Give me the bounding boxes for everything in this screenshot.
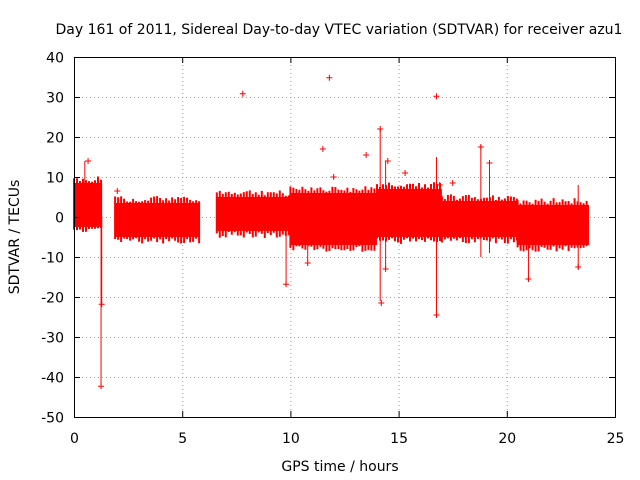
- data-point: [486, 160, 493, 166]
- data-point: [378, 300, 385, 306]
- data-point: [382, 266, 389, 272]
- data-point: [363, 152, 370, 158]
- data-point: [433, 93, 440, 100]
- data-band-edge: [376, 182, 441, 244]
- data-points: [85, 74, 582, 390]
- data-point: [215, 224, 222, 230]
- x-axis-label: GPS time / hours: [281, 459, 398, 475]
- x-tick-labels: 0 5 10 15 20 25: [70, 431, 624, 447]
- y-tick-label: -20: [41, 291, 64, 307]
- data-band-edge: [440, 194, 518, 244]
- y-tick-label: -40: [41, 371, 64, 387]
- y-tick-label: 30: [46, 91, 64, 107]
- y-axis-label: SDTVAR / TECUs: [7, 180, 23, 295]
- x-tick-label: 5: [178, 431, 187, 447]
- data-point: [98, 383, 105, 390]
- data-bands: [73, 176, 590, 252]
- data-point: [525, 276, 532, 282]
- data-point: [377, 126, 384, 132]
- data-point: [402, 170, 409, 176]
- data-point: [575, 264, 582, 270]
- x-tick-label: 0: [70, 431, 79, 447]
- data-point: [436, 182, 443, 188]
- axis-ticks: [74, 57, 616, 418]
- data-point: [477, 144, 484, 150]
- x-tick-label: 10: [282, 431, 300, 447]
- y-tick-label: 10: [46, 171, 64, 187]
- data-point: [98, 301, 105, 308]
- data-point: [326, 74, 333, 81]
- y-tick-label: -50: [41, 411, 64, 427]
- data-point: [85, 158, 92, 164]
- data-point: [304, 260, 311, 266]
- data-point: [319, 146, 326, 152]
- data-point: [384, 158, 391, 164]
- data-band-edge: [289, 186, 376, 252]
- x-tick-label: 20: [498, 431, 516, 447]
- data-spikes: [84, 129, 579, 385]
- data-band-edge: [114, 196, 201, 244]
- y-tick-label: 20: [46, 131, 64, 147]
- y-tick-label: 40: [46, 51, 64, 67]
- data-band-edge: [215, 190, 290, 238]
- y-tick-label: -30: [41, 331, 64, 347]
- data-point: [330, 174, 337, 180]
- data-point: [433, 312, 440, 318]
- y-tick-label: -10: [41, 251, 64, 267]
- x-tick-label: 15: [390, 431, 408, 447]
- data-point: [449, 180, 456, 186]
- data-band-edge: [516, 198, 588, 252]
- y-tick-labels: 40 30 20 10 0 -10 -20 -30 -40 -50: [41, 51, 64, 427]
- x-tick-label: 25: [607, 431, 625, 447]
- chart-title: Day 161 of 2011, Sidereal Day-to-day VTE…: [56, 22, 623, 38]
- data-point: [239, 90, 246, 97]
- y-tick-label: 0: [55, 211, 64, 227]
- plot-frame: [74, 57, 616, 418]
- data-point: [114, 188, 121, 194]
- data-point: [283, 281, 290, 288]
